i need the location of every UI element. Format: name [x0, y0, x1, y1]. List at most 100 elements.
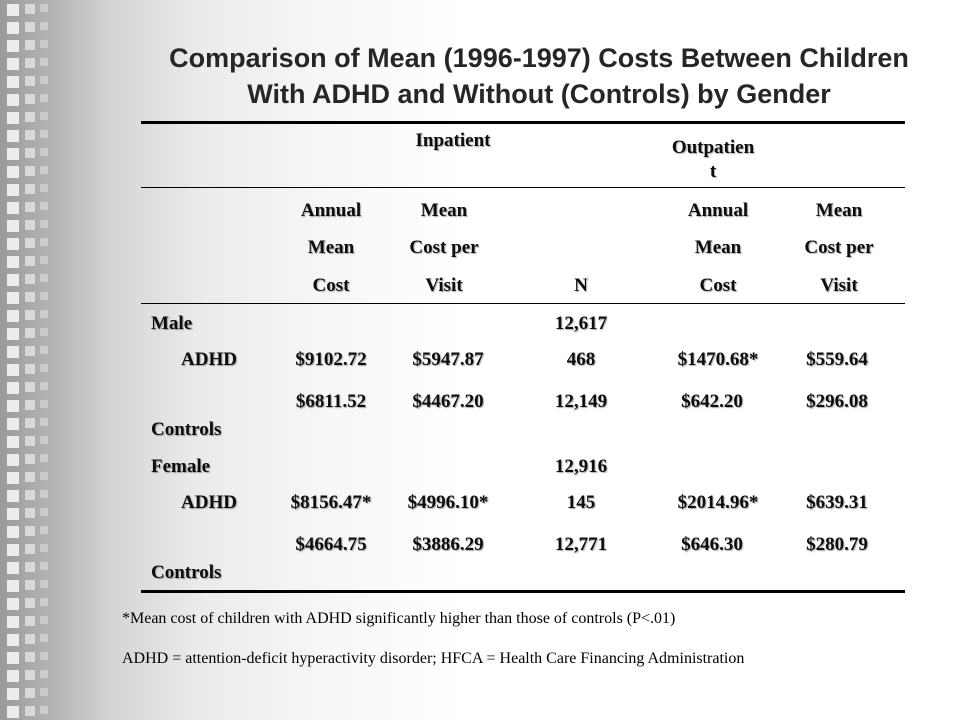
- decorative-square: [25, 382, 35, 392]
- decorative-square: [25, 400, 35, 410]
- decorative-square: [25, 76, 35, 86]
- cell-male-controls-inp-annual: $6811.52: [295, 391, 367, 412]
- decorative-square: [25, 292, 35, 302]
- decorative-square: [7, 364, 19, 376]
- decorative-square: [25, 184, 35, 194]
- decorative-square: [7, 472, 19, 484]
- decorative-square: [7, 598, 19, 610]
- decorative-square: [40, 688, 48, 696]
- cell-female-adhd-inp-mean: $4996.10*: [407, 492, 489, 513]
- cell-male-adhd-out-mean: $559.64: [806, 349, 868, 370]
- decorative-square: [7, 616, 19, 628]
- cell-female-n: 12,916: [554, 456, 608, 477]
- decorative-square: [25, 112, 35, 122]
- decorative-square: [25, 346, 35, 356]
- decorative-square: [7, 652, 19, 664]
- decorative-square: [40, 4, 48, 12]
- decorative-square: [25, 634, 35, 644]
- decorative-square: [7, 40, 19, 52]
- decorative-square: [40, 292, 48, 300]
- decorative-square: [25, 166, 35, 176]
- decorative-square: [25, 130, 35, 140]
- decorative-square: [7, 130, 19, 142]
- decorative-square: [25, 616, 35, 626]
- decorative-square: [7, 328, 19, 340]
- decorative-square: [40, 508, 48, 516]
- decorative-square: [25, 598, 35, 608]
- decorative-square: [25, 436, 35, 446]
- decorative-square: [40, 76, 48, 84]
- decorative-square: [7, 418, 19, 430]
- decorative-square: [40, 40, 48, 48]
- decorative-square: [25, 202, 35, 212]
- decorative-square: [25, 562, 35, 572]
- decorative-square: [40, 490, 48, 498]
- col-header-outpatient-annual-2: Mean: [694, 237, 742, 258]
- col-header-inpatient-annual-1: Annual: [300, 200, 362, 221]
- decorative-square: [7, 58, 19, 70]
- row-label-female-controls: Controls: [151, 562, 222, 583]
- decorative-square: [7, 256, 19, 268]
- decorative-square: [40, 562, 48, 570]
- decorative-square: [25, 454, 35, 464]
- decorative-square: [40, 652, 48, 660]
- col-header-inpatient-mean-1: Mean: [420, 200, 468, 221]
- decorative-square: [25, 220, 35, 230]
- decorative-square: [25, 472, 35, 482]
- decorative-square: [7, 220, 19, 232]
- cell-male-controls-out-annual: $642.20: [681, 391, 743, 412]
- header-divider-rule: [141, 187, 905, 188]
- decorative-square: [7, 436, 19, 448]
- decorative-square: [7, 184, 19, 196]
- decorative-square: [25, 274, 35, 284]
- decorative-square: [7, 544, 19, 556]
- decorative-square: [40, 22, 48, 30]
- cell-male-controls-n: 12,149: [554, 391, 608, 412]
- decorative-square: [7, 4, 19, 16]
- decorative-square: [40, 202, 48, 210]
- decorative-square: [40, 454, 48, 462]
- decorative-square: [40, 598, 48, 606]
- cell-female-controls-n: 12,771: [554, 534, 608, 555]
- decorative-square: [40, 526, 48, 534]
- decorative-square: [40, 112, 48, 120]
- decorative-square: [25, 508, 35, 518]
- decorative-square: [40, 670, 48, 678]
- row-label-male-adhd: ADHD: [181, 349, 237, 370]
- decorative-square: [7, 580, 19, 592]
- decorative-square: [25, 310, 35, 320]
- decorative-square: [25, 580, 35, 590]
- decorative-square: [40, 616, 48, 624]
- decorative-square: [7, 148, 19, 160]
- col-header-outpatient-mean-1: Mean: [815, 200, 863, 221]
- col-header-outpatient-mean-2: Cost per: [804, 237, 874, 258]
- decorative-square: [40, 94, 48, 102]
- cell-male-controls-inp-mean: $4467.20: [412, 391, 484, 412]
- decorative-square: [7, 310, 19, 322]
- decorative-square: [7, 490, 19, 502]
- slide-title-line-1: Comparison of Mean (1996-1997) Costs Bet…: [169, 43, 909, 73]
- decorative-square: [25, 328, 35, 338]
- decorative-square: [40, 328, 48, 336]
- decorative-square: [7, 112, 19, 124]
- decorative-square: [25, 94, 35, 104]
- decorative-square: [25, 526, 35, 536]
- decorative-square: [40, 166, 48, 174]
- decorative-square: [40, 580, 48, 588]
- decorative-square: [25, 688, 35, 698]
- decorative-square: [40, 436, 48, 444]
- group-header-outpatient-line-1: Outpatien: [671, 137, 755, 158]
- footnote-abbreviations: ADHD = attention-deficit hyperactivity d…: [122, 650, 745, 667]
- decorative-square: [40, 274, 48, 282]
- cell-male-n: 12,617: [554, 313, 608, 334]
- decorative-square: [40, 220, 48, 228]
- decorative-square: [7, 670, 19, 682]
- decorative-square: [7, 274, 19, 286]
- decorative-square: [25, 40, 35, 50]
- table-bottom-rule: [141, 590, 905, 593]
- decorative-square: [25, 364, 35, 374]
- decorative-square: [40, 148, 48, 156]
- table-top-rule: [141, 121, 905, 124]
- cell-female-controls-out-annual: $646.30: [681, 534, 743, 555]
- row-label-female-adhd: ADHD: [181, 492, 237, 513]
